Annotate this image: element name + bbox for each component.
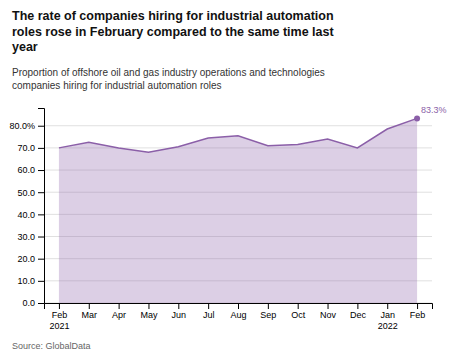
y-tick: 40.0 xyxy=(17,210,44,220)
y-axis: 0.0 10.0 20.0 30.0 40.0 50.0 60.0 70.0 80.0% xyxy=(9,109,44,309)
y-tick-mark xyxy=(38,148,44,149)
y-axis-line xyxy=(38,109,45,304)
x-tick: Aug xyxy=(230,303,246,320)
x-tick-label: May xyxy=(140,310,158,320)
x-axis-line xyxy=(45,304,433,310)
y-tick: 50.0 xyxy=(17,188,44,198)
y-tick-mark xyxy=(38,192,44,193)
y-tick: 80.0% xyxy=(9,121,44,131)
annotations: 83.3% xyxy=(414,105,447,121)
subtitle: Proportion of offshore oil and gas indus… xyxy=(12,67,325,91)
x-tick-label: Mar xyxy=(82,310,98,320)
area xyxy=(59,118,417,303)
x-tick-label: Feb2021 xyxy=(49,310,69,330)
x-tick: Apr xyxy=(112,303,126,320)
x-tick: Oct xyxy=(291,303,306,320)
y-tick-mark xyxy=(38,214,44,215)
y-tick: 30.0 xyxy=(17,232,44,242)
x-tick-mark xyxy=(119,303,120,309)
x-tick-mark xyxy=(298,303,299,309)
x-tick-mark xyxy=(208,303,209,309)
x-tick-label: Jan2022 xyxy=(378,310,398,330)
y-tick-label: 20.0 xyxy=(17,254,35,264)
y-tick-mark xyxy=(38,126,44,127)
x-tick: Dec xyxy=(350,303,367,320)
y-tick: 10.0 xyxy=(17,276,44,286)
x-tick-mark xyxy=(148,303,149,309)
x-tick-mark xyxy=(238,303,239,309)
x-tick-mark xyxy=(357,303,358,309)
x-tick-label: Apr xyxy=(112,310,126,320)
title: The rate of companies hiring for industr… xyxy=(12,9,334,54)
x-tick-mark xyxy=(268,303,269,309)
marks xyxy=(59,118,417,303)
x-tick-label: Sep xyxy=(260,310,276,320)
y-tick-label: 50.0 xyxy=(17,188,35,198)
x-tick: Mar xyxy=(82,303,98,320)
x-tick: Sep xyxy=(260,303,276,320)
y-tick-label: 60.0 xyxy=(17,165,35,175)
x-tick-mark xyxy=(417,303,418,309)
annotation: 83.3% xyxy=(421,105,447,115)
y-tick: 20.0 xyxy=(17,254,44,264)
x-tick: Jan2022 xyxy=(378,303,398,331)
y-tick-mark xyxy=(38,259,44,260)
y-tick-label: 40.0 xyxy=(17,210,35,220)
y-tick-mark xyxy=(38,237,44,238)
x-tick-label: Nov xyxy=(320,310,337,320)
x-tick-mark xyxy=(59,303,60,309)
x-tick-mark xyxy=(387,303,388,309)
y-tick-mark xyxy=(38,281,44,282)
grid-line xyxy=(44,125,432,126)
x-tick-mark xyxy=(89,303,90,309)
x-tick-label: Jul xyxy=(203,310,215,320)
y-tick-mark xyxy=(38,303,44,304)
y-tick-label: 70.0 xyxy=(17,143,35,153)
y-tick-label: 80.0% xyxy=(9,121,35,131)
plot: 0.0 10.0 20.0 30.0 40.0 50.0 60.0 70.0 80.0% Feb2… xyxy=(9,105,446,330)
x-tick-label: Feb xyxy=(410,310,426,320)
x-tick: Feb2021 xyxy=(49,303,69,331)
x-tick: Jun xyxy=(172,303,187,320)
y-tick: 70.0 xyxy=(17,143,44,153)
x-tick: May xyxy=(140,303,158,320)
x-tick-label: Dec xyxy=(350,310,367,320)
y-tick-label: 30.0 xyxy=(17,232,35,242)
x-tick: Jul xyxy=(203,303,215,320)
x-tick-mark xyxy=(328,303,329,309)
y-tick: 0.0 xyxy=(22,298,44,308)
x-tick-label: Oct xyxy=(291,310,306,320)
x-tick-label: Jun xyxy=(172,310,187,320)
x-tick: Feb xyxy=(410,303,426,320)
last-point xyxy=(414,115,420,121)
y-tick-mark xyxy=(38,170,44,171)
x-tick-label: Aug xyxy=(230,310,246,320)
x-axis: Feb2021 Mar Apr May Jun Jul Aug Sep Oct Nov Dec Jan… xyxy=(45,303,433,331)
source: Source: GlobalData xyxy=(12,341,91,351)
chart: The rate of companies hiring for industr… xyxy=(0,0,474,355)
x-tick: Nov xyxy=(320,303,337,320)
x-tick-mark xyxy=(178,303,179,309)
y-tick: 60.0 xyxy=(17,165,44,175)
y-tick-label: 0.0 xyxy=(22,298,35,308)
y-tick-label: 10.0 xyxy=(17,276,35,286)
line xyxy=(59,118,417,152)
